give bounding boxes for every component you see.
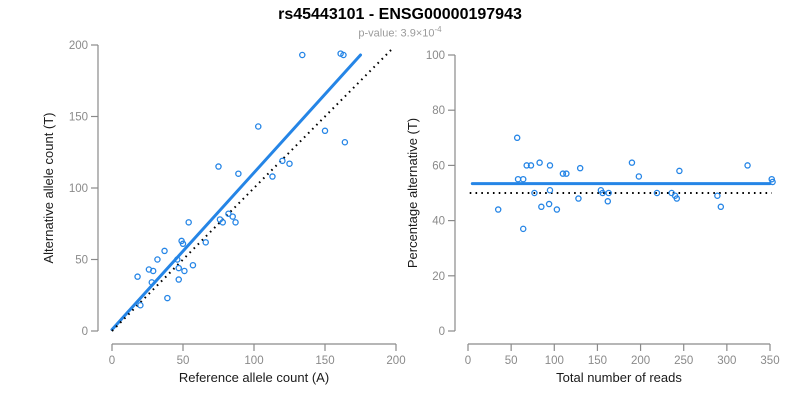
data-point xyxy=(575,195,582,202)
data-point xyxy=(179,240,187,248)
data-point xyxy=(175,264,182,272)
x-tick-label: 200 xyxy=(386,355,405,367)
data-point xyxy=(553,206,561,213)
data-point xyxy=(164,294,171,302)
data-point xyxy=(604,198,612,205)
data-point xyxy=(225,210,232,217)
data-point xyxy=(527,162,535,169)
x-tick-label: 300 xyxy=(717,355,736,367)
data-point xyxy=(269,173,276,180)
data-point xyxy=(494,206,502,213)
y-tick-label: 200 xyxy=(69,40,88,52)
data-point xyxy=(154,256,161,263)
data-point xyxy=(235,170,242,177)
data-point xyxy=(744,162,751,169)
data-point xyxy=(531,189,538,197)
y-axis-title: Percentage alternative (T) xyxy=(405,118,420,268)
data-point xyxy=(279,157,286,165)
y-tick-label: 100 xyxy=(426,50,445,62)
x-tick-label: 350 xyxy=(760,355,779,367)
data-point xyxy=(653,189,661,197)
x-tick-label: 150 xyxy=(588,355,607,367)
data-point xyxy=(202,239,209,246)
x-tick-label: 250 xyxy=(674,355,693,367)
data-point xyxy=(137,302,144,309)
data-point xyxy=(717,203,725,211)
y-axis-title: Alternative allele count (T) xyxy=(41,112,56,263)
data-point xyxy=(628,159,636,166)
data-point xyxy=(340,51,347,59)
data-point xyxy=(673,195,681,202)
data-point xyxy=(676,167,683,175)
x-axis-title: Reference allele count (A) xyxy=(179,370,329,385)
data-point xyxy=(576,164,584,172)
data-point xyxy=(181,267,188,275)
y-tick-label: 150 xyxy=(69,112,88,124)
x-tick-label: 100 xyxy=(545,355,564,367)
data-point xyxy=(341,138,349,146)
data-point xyxy=(299,51,306,59)
data-point xyxy=(523,162,530,169)
y-tick-label: 80 xyxy=(432,105,445,117)
data-point xyxy=(769,178,776,186)
data-point xyxy=(174,256,181,263)
data-point xyxy=(546,162,554,169)
data-point xyxy=(519,225,527,233)
figure-title: rs45443101 - ENSG00000197943 xyxy=(278,6,522,23)
data-point xyxy=(286,160,293,167)
data-point xyxy=(545,200,553,208)
data-point xyxy=(215,163,222,170)
data-point xyxy=(559,170,567,177)
y-tick-label: 0 xyxy=(82,326,88,338)
x-tick-label: 100 xyxy=(244,355,263,367)
x-tick-label: 50 xyxy=(177,355,190,367)
identity-line xyxy=(111,48,393,332)
data-point xyxy=(149,267,157,275)
data-point xyxy=(255,123,262,130)
data-point xyxy=(599,189,606,197)
data-point xyxy=(513,134,521,142)
y-tick-label: 40 xyxy=(432,216,445,228)
data-point xyxy=(714,192,721,200)
pvalue-text: p-value: 3.9×10 xyxy=(358,27,435,40)
data-point xyxy=(148,279,156,286)
x-tick-label: 200 xyxy=(631,355,650,367)
data-point xyxy=(514,175,522,183)
x-tick-label: 0 xyxy=(465,355,471,367)
x-tick-label: 150 xyxy=(315,355,334,367)
data-point xyxy=(605,189,612,197)
data-point xyxy=(321,127,329,135)
data-point xyxy=(536,159,543,166)
data-point xyxy=(189,261,197,269)
y-tick-label: 0 xyxy=(439,326,445,338)
data-point xyxy=(175,276,182,283)
data-point xyxy=(768,175,775,183)
regression-line xyxy=(110,53,362,332)
data-point xyxy=(161,247,168,255)
y-tick-label: 100 xyxy=(69,183,88,195)
data-point xyxy=(134,273,141,280)
data-point xyxy=(185,219,192,226)
figure-subtitle: p-value: 3.9×10-4 xyxy=(0,25,800,40)
data-point xyxy=(232,219,239,226)
y-tick-label: 20 xyxy=(432,271,445,283)
data-point xyxy=(563,170,570,177)
data-point xyxy=(519,175,527,183)
x-axis-title: Total number of reads xyxy=(556,370,682,385)
data-point xyxy=(546,186,554,194)
y-tick-label: 60 xyxy=(432,160,445,172)
y-tick-label: 50 xyxy=(75,255,88,267)
data-point xyxy=(219,219,227,226)
data-point xyxy=(229,213,236,220)
data-point xyxy=(635,173,643,180)
data-point xyxy=(538,203,545,211)
pvalue-exponent: -4 xyxy=(434,25,442,34)
x-tick-label: 50 xyxy=(505,355,518,367)
x-tick-label: 0 xyxy=(109,355,115,367)
